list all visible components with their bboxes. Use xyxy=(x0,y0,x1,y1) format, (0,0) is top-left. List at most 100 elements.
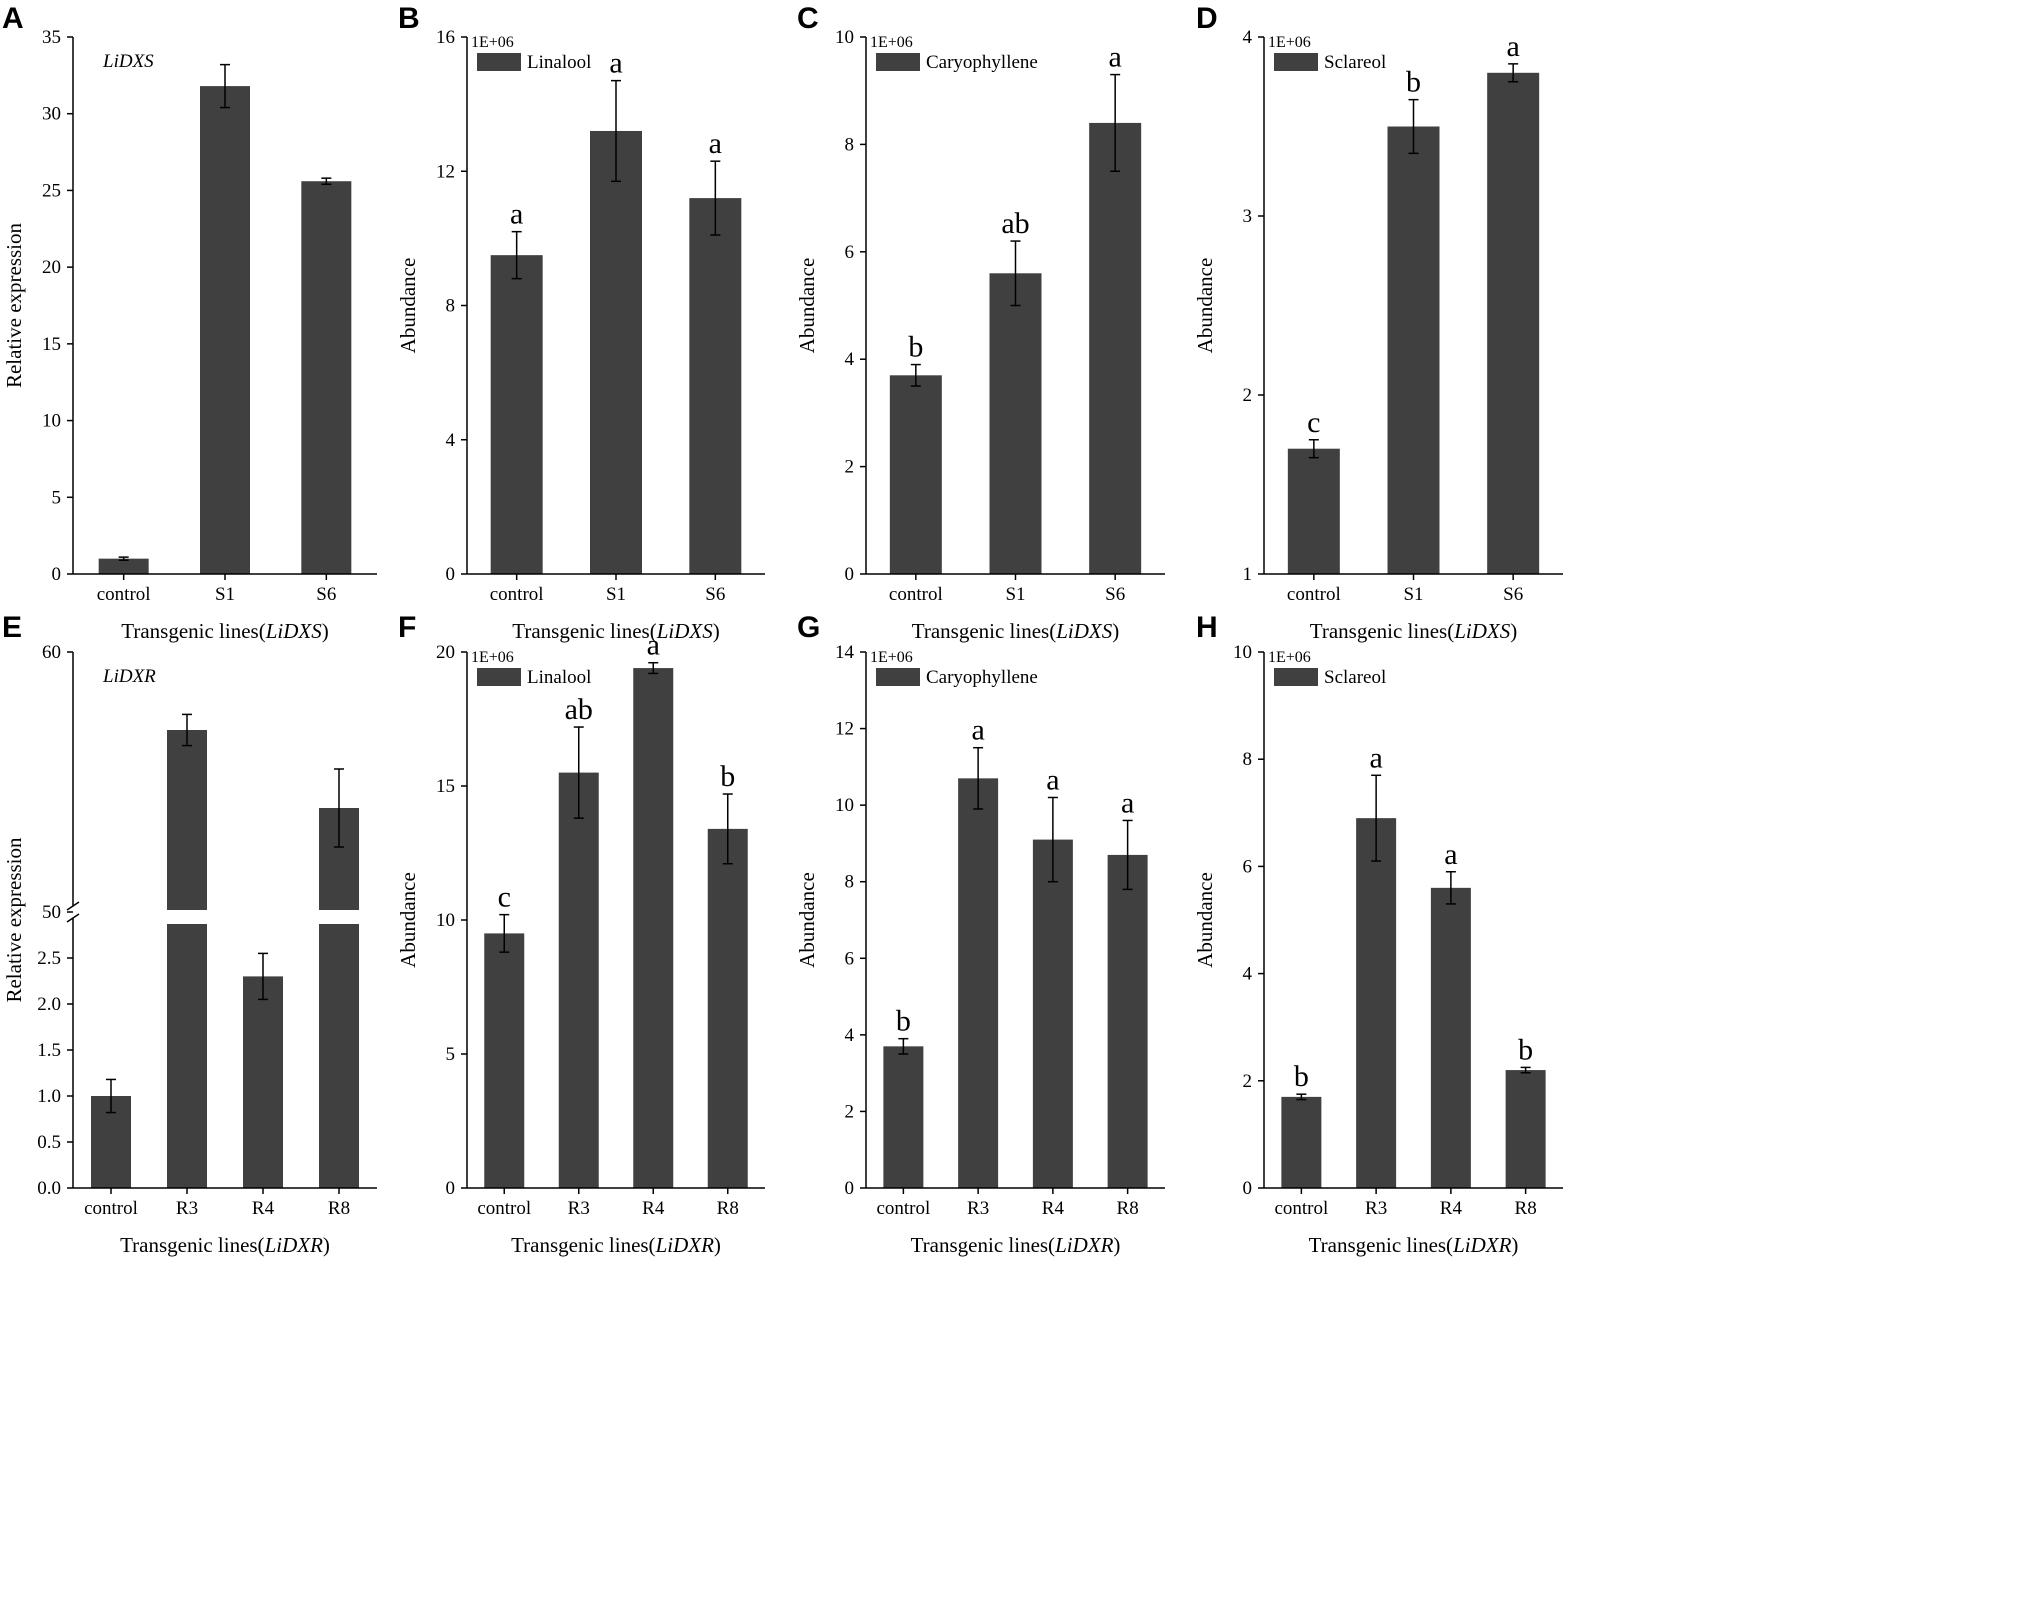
ytick-label-a-7: 35 xyxy=(42,27,61,48)
ytick-label-f-1: 5 xyxy=(446,1044,456,1065)
legend-swatch-h xyxy=(1274,668,1318,686)
xtick-label-h-2: R4 xyxy=(1440,1198,1463,1219)
ytick-label-e-1: 0.5 xyxy=(37,1132,61,1153)
ytick-label-c-5: 10 xyxy=(835,27,854,48)
xtick-label-f-3: R8 xyxy=(717,1198,739,1219)
ylabel-d: Abundance xyxy=(1193,258,1217,354)
xlabel-gene-b: LiDXS xyxy=(656,619,714,643)
xtick-label-f-2: R4 xyxy=(642,1198,665,1219)
ylabel-c: Abundance xyxy=(795,258,819,354)
sig-label-h-2: a xyxy=(1444,838,1457,871)
panel-letter-a: A xyxy=(2,2,24,35)
ytick-label-h-3: 6 xyxy=(1243,856,1253,877)
ytick-label-b-0: 0 xyxy=(446,564,456,585)
ylabel-g: Abundance xyxy=(795,872,819,968)
ytick-label-h-2: 4 xyxy=(1243,964,1253,985)
xtick-label-h-0: control xyxy=(1274,1198,1328,1219)
panel-b: Ba control a S1 a S6 0 4 8 12 16 1E+06 Linalool Abund… xyxy=(396,2,765,643)
legend-label-g: Caryophyllene xyxy=(926,667,1038,688)
xlabel-h: Transgenic lines(LiDXR) xyxy=(1309,1233,1519,1257)
xtick-label-f-0: control xyxy=(477,1198,531,1219)
ytick-label-c-4: 8 xyxy=(845,134,855,155)
ytick-label-f-2: 10 xyxy=(436,910,455,931)
bar-d-s1 xyxy=(1387,126,1440,574)
sig-label-g-3: a xyxy=(1121,786,1134,819)
ytick-label-a-4: 20 xyxy=(42,257,61,278)
sig-label-f-1: ab xyxy=(565,693,593,726)
ytick-label-f-0: 0 xyxy=(446,1178,456,1199)
sig-label-d-0: c xyxy=(1307,406,1320,439)
xlabel-prefix-d: Transgenic lines( xyxy=(1310,619,1454,643)
xlabel-gene-d: LiDXS xyxy=(1453,619,1511,643)
bar-e-r4 xyxy=(243,976,283,1188)
ytick-label-e-7: 60 xyxy=(42,642,61,663)
ytick-label-d-1: 2 xyxy=(1243,385,1253,406)
ytick-label-e-3: 1.5 xyxy=(37,1040,61,1061)
ytick-label-g-3: 6 xyxy=(845,948,855,969)
ytick-label-g-4: 8 xyxy=(845,872,855,893)
panel-c: Cb control ab S1 a S6 0 2 4 6 8 10 1E+06 Caryophyllen… xyxy=(795,2,1165,643)
bar-g-r3 xyxy=(958,778,999,1188)
xlabel-b: Transgenic lines(LiDXS) xyxy=(512,619,719,643)
panel-letter-c: C xyxy=(797,2,819,35)
xtick-label-g-3: R8 xyxy=(1117,1198,1139,1219)
bar-f-control xyxy=(484,933,525,1188)
xtick-label-e-2: R4 xyxy=(252,1198,275,1219)
panel-letter-g: G xyxy=(797,611,820,644)
sig-label-d-1: b xyxy=(1406,66,1421,99)
xlabel-gene-c: LiDXS xyxy=(1055,619,1113,643)
xlabel-suffix-a: ) xyxy=(322,619,329,643)
bar-e-r3-lower xyxy=(167,924,207,1188)
xlabel-prefix-f: Transgenic lines( xyxy=(511,1233,655,1257)
xtick-label-g-0: control xyxy=(876,1198,930,1219)
xlabel-d: Transgenic lines(LiDXS) xyxy=(1310,619,1517,643)
ytick-label-g-5: 10 xyxy=(835,795,854,816)
bar-d-control xyxy=(1287,448,1340,574)
xlabel-suffix-c: ) xyxy=(1112,619,1119,643)
sig-label-g-2: a xyxy=(1046,763,1059,796)
ytick-label-g-2: 4 xyxy=(845,1025,855,1046)
ytick-label-d-0: 1 xyxy=(1243,564,1253,585)
multiplier-label-g: 1E+06 xyxy=(870,649,913,666)
xtick-label-h-1: R3 xyxy=(1365,1198,1387,1219)
bar-d-s6 xyxy=(1487,72,1540,575)
multiplier-label-c: 1E+06 xyxy=(870,34,913,51)
ylabel-e: Relative expression xyxy=(2,837,26,1003)
sig-label-g-0: b xyxy=(896,1005,911,1038)
bar-b-control xyxy=(490,255,543,574)
xlabel-prefix-h: Transgenic lines( xyxy=(1309,1233,1453,1257)
xtick-label-g-1: R3 xyxy=(967,1198,989,1219)
ytick-label-g-6: 12 xyxy=(835,719,854,740)
bar-a-control xyxy=(98,558,149,574)
panel-letter-h: H xyxy=(1196,611,1218,644)
xlabel-gene-f: LiDXR xyxy=(655,1233,715,1257)
legend-label-h: Sclareol xyxy=(1324,667,1386,688)
xtick-label-d-0: control xyxy=(1287,584,1341,605)
bar-h-control xyxy=(1281,1096,1322,1188)
xlabel-gene-e: LiDXR xyxy=(264,1233,324,1257)
xlabel-a: Transgenic lines(LiDXS) xyxy=(121,619,328,643)
xlabel-suffix-g: ) xyxy=(1113,1233,1120,1257)
xtick-label-e-3: R8 xyxy=(328,1198,350,1219)
xlabel-g: Transgenic lines(LiDXR) xyxy=(911,1233,1121,1257)
ylabel-f: Abundance xyxy=(396,872,420,968)
ytick-label-b-3: 12 xyxy=(436,161,455,182)
multiplier-label-h: 1E+06 xyxy=(1268,649,1311,666)
bar-h-r8 xyxy=(1505,1070,1546,1188)
xtick-label-a-1: S1 xyxy=(215,584,235,605)
xlabel-c: Transgenic lines(LiDXS) xyxy=(912,619,1119,643)
legend-swatch-d xyxy=(1274,53,1318,71)
ytick-label-a-5: 25 xyxy=(42,180,61,201)
ytick-label-c-1: 2 xyxy=(845,457,855,478)
xtick-label-c-2: S6 xyxy=(1105,584,1125,605)
multiplier-label-b: 1E+06 xyxy=(471,34,514,51)
gene-label-e: LiDXR xyxy=(102,666,156,687)
bar-b-s1 xyxy=(590,130,642,574)
ytick-label-b-4: 16 xyxy=(436,27,455,48)
xlabel-f: Transgenic lines(LiDXR) xyxy=(511,1233,721,1257)
xtick-label-h-3: R8 xyxy=(1515,1198,1537,1219)
xtick-label-e-1: R3 xyxy=(176,1198,198,1219)
multiplier-label-d: 1E+06 xyxy=(1268,34,1311,51)
